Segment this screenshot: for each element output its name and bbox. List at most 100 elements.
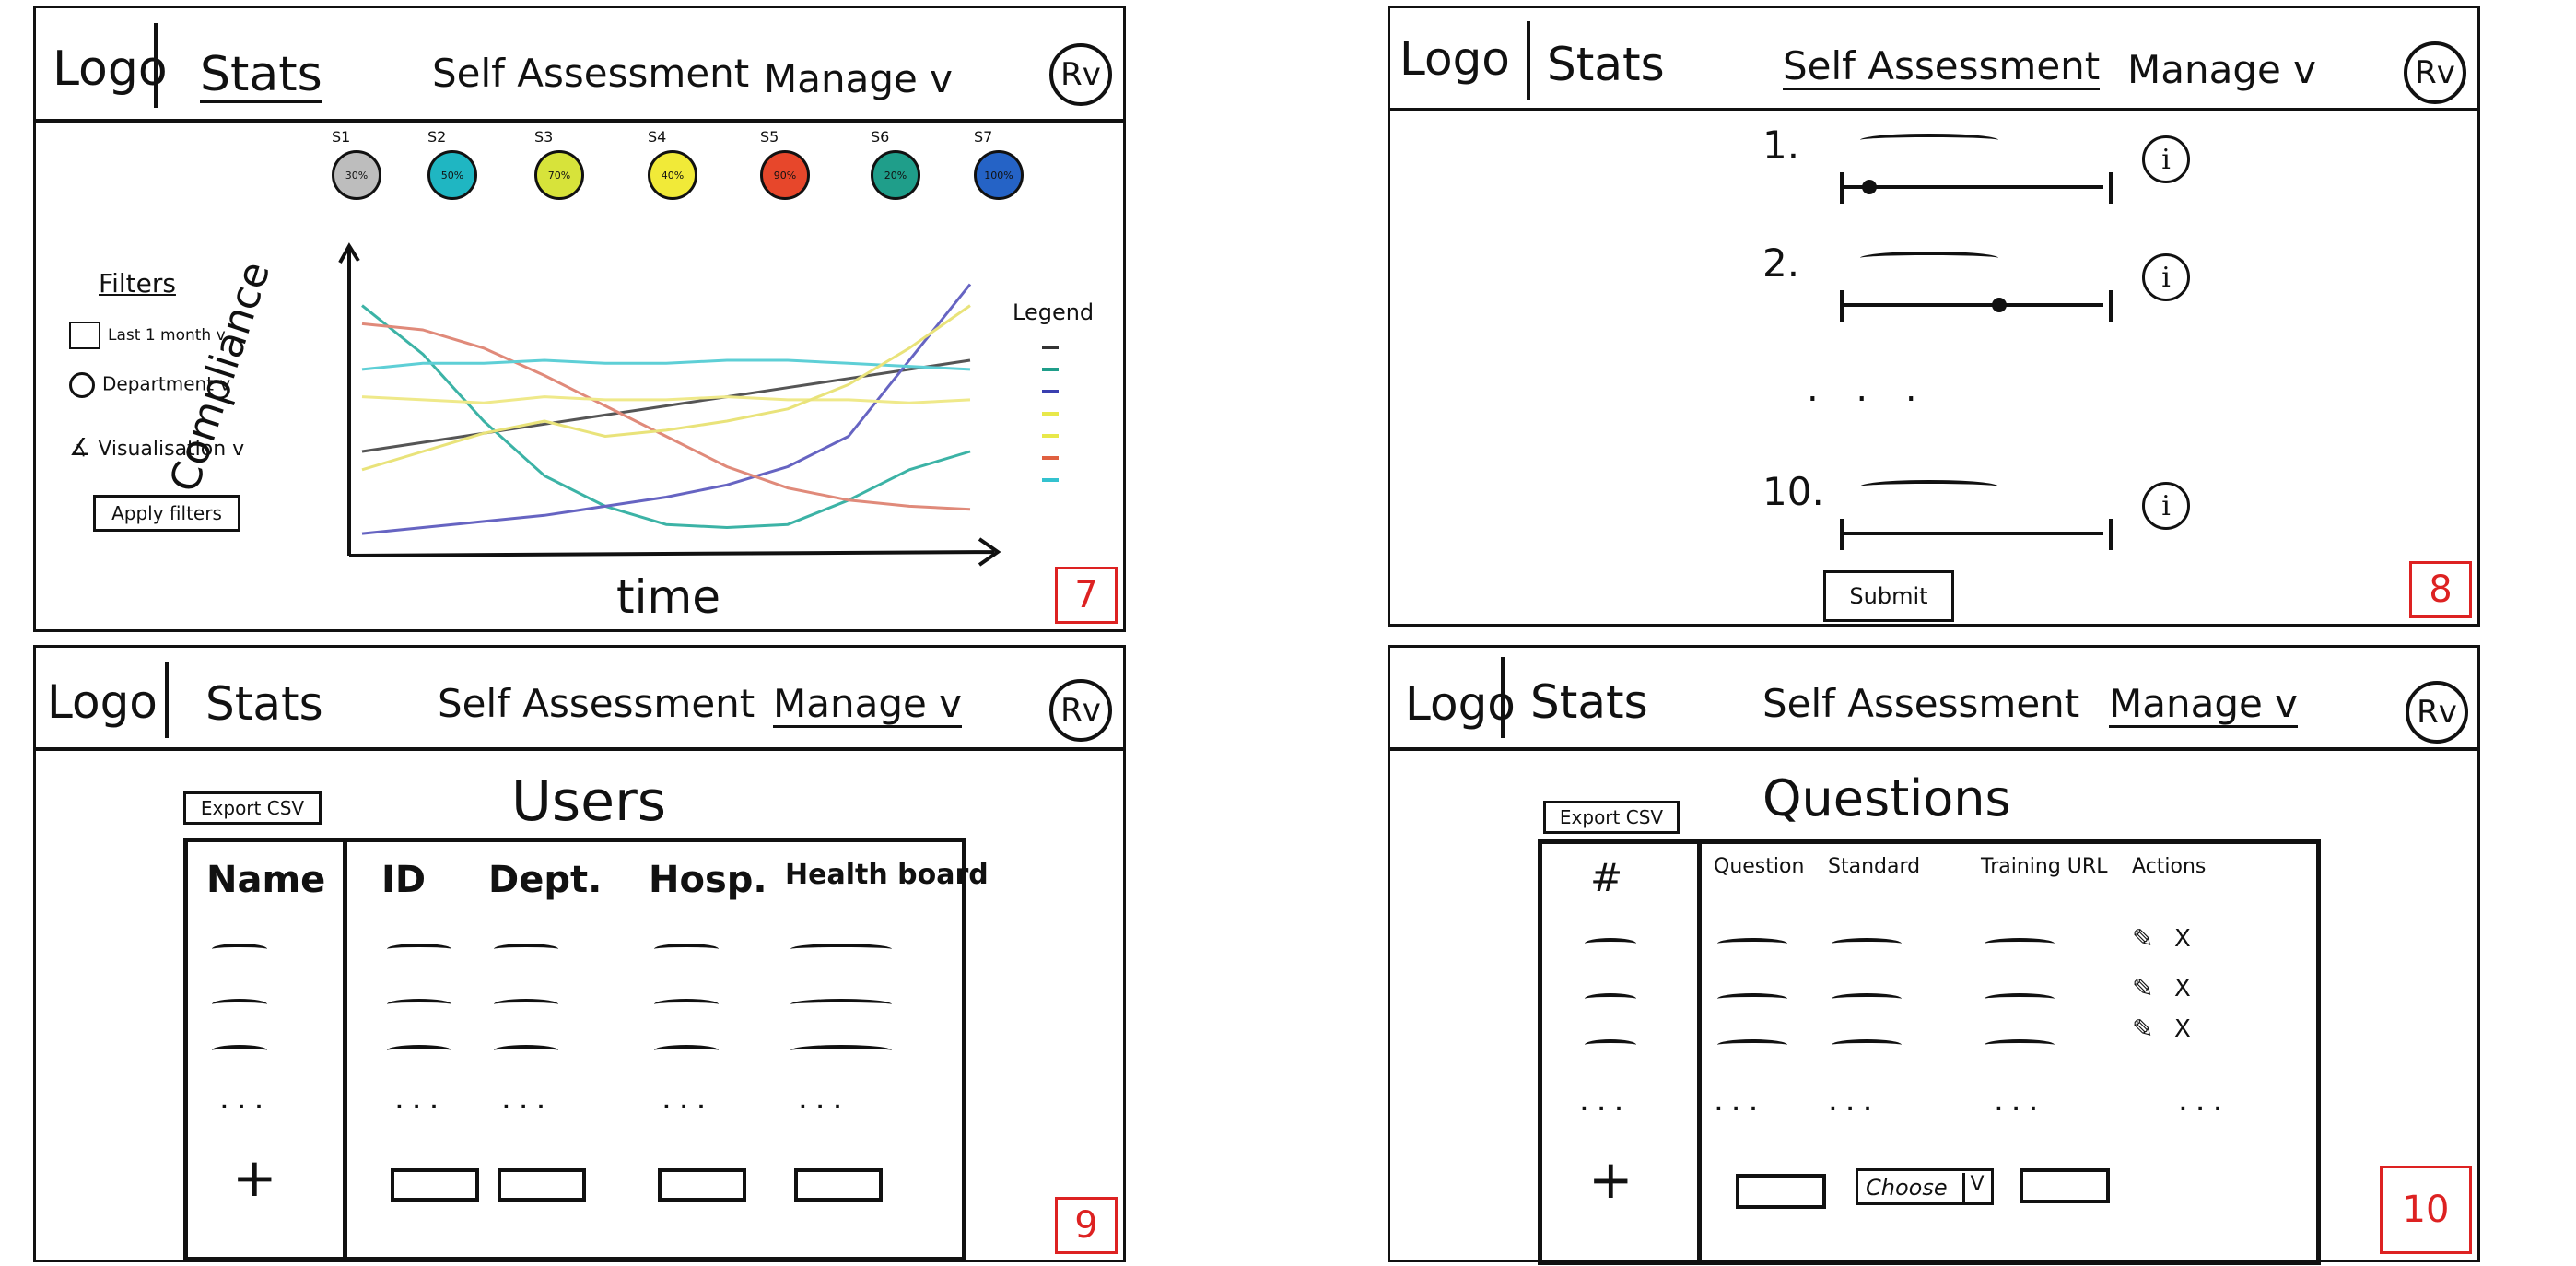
- ellipsis: ...: [1828, 1082, 1880, 1119]
- new-user-input[interactable]: [498, 1168, 586, 1202]
- legend-swatch: [1042, 434, 1059, 438]
- add-question-button[interactable]: +: [1588, 1148, 1633, 1211]
- series-line: [361, 395, 971, 404]
- panel-stats: Logo Stats Self Assessment Manage v Rv F…: [33, 6, 1126, 632]
- rating-slider[interactable]: [1834, 169, 2113, 205]
- stat-circle[interactable]: S5 90%: [756, 128, 812, 211]
- slider-max-tick: [2109, 290, 2113, 322]
- edit-icon[interactable]: ✎: [2132, 973, 2154, 1003]
- column-header: Name: [206, 859, 326, 901]
- nav-stats[interactable]: Stats: [205, 677, 323, 731]
- logo: Logo: [47, 675, 158, 729]
- visualisation-filter-label: Visualisation v: [98, 438, 245, 461]
- user-avatar-button[interactable]: Rv: [1049, 43, 1112, 106]
- add-user-button[interactable]: +: [232, 1146, 277, 1209]
- cell-placeholder: [790, 999, 892, 1010]
- export-csv-button[interactable]: Export CSV: [183, 791, 322, 825]
- series-line: [361, 304, 971, 529]
- apply-filters-button[interactable]: Apply filters: [93, 495, 240, 532]
- ellipsis: ...: [1994, 1082, 2046, 1119]
- filters-title: Filters: [99, 268, 176, 299]
- new-user-input[interactable]: [658, 1168, 746, 1202]
- visualisation-filter[interactable]: ∡ Visualisation v: [69, 434, 244, 462]
- nav-manage[interactable]: Manage v: [764, 56, 954, 101]
- x-axis-label: time: [616, 570, 720, 624]
- user-avatar-button[interactable]: Rv: [1049, 679, 1112, 742]
- column-divider: [343, 842, 347, 1257]
- nav-stats[interactable]: Stats: [1547, 38, 1665, 91]
- nav-manage[interactable]: Manage v: [2109, 681, 2299, 728]
- nav-stats[interactable]: Stats: [200, 47, 322, 103]
- stat-circle-value: 70%: [534, 150, 584, 200]
- table-row-more: ...............: [188, 1080, 962, 1117]
- stat-circle[interactable]: S3 70%: [531, 128, 586, 211]
- legend-swatch: [1042, 346, 1059, 349]
- slider-handle[interactable]: [1992, 298, 2008, 312]
- delete-icon[interactable]: X: [2174, 975, 2191, 1002]
- ellipsis: ...: [219, 1080, 272, 1117]
- slider-min-tick: [1840, 519, 1844, 550]
- new-user-input[interactable]: [391, 1168, 479, 1202]
- cell-placeholder: [1832, 938, 1902, 949]
- info-icon[interactable]: i: [2142, 135, 2190, 183]
- new-user-input[interactable]: [794, 1168, 883, 1202]
- table-row: ✎ X: [1542, 923, 2316, 964]
- new-training-url-input[interactable]: [2020, 1168, 2110, 1203]
- export-csv-button[interactable]: Export CSV: [1543, 801, 1680, 834]
- stat-circle[interactable]: S7 100%: [970, 128, 1025, 211]
- user-avatar-button[interactable]: Rv: [2406, 681, 2468, 744]
- stat-circle[interactable]: S6 20%: [867, 128, 922, 211]
- question-number: 1.: [1762, 123, 1800, 168]
- nav-self-assessment[interactable]: Self Assessment: [1762, 681, 2080, 726]
- nav-self-assessment[interactable]: Self Assessment: [1783, 43, 2101, 90]
- ellipsis: ...: [1714, 1082, 1766, 1119]
- logo: Logo: [1399, 32, 1510, 86]
- nav-self-assessment[interactable]: Self Assessment: [438, 681, 755, 726]
- panel-users: Logo Stats Self Assessment Manage v Rv E…: [33, 645, 1126, 1262]
- new-question-input[interactable]: [1736, 1174, 1826, 1209]
- rating-slider[interactable]: [1834, 287, 2113, 323]
- users-table: Name ID Dept. Hosp. Health board............…: [183, 838, 989, 1261]
- slider-handle[interactable]: [1862, 180, 1878, 194]
- info-icon[interactable]: i: [2142, 482, 2190, 530]
- cell-placeholder: [1585, 1039, 1636, 1050]
- rating-slider[interactable]: [1834, 515, 2113, 552]
- cell-placeholder: [1832, 1039, 1902, 1050]
- nav-self-assessment[interactable]: Self Assessment: [432, 51, 750, 96]
- period-filter[interactable]: Last 1 month v: [69, 322, 226, 349]
- cell-placeholder: [387, 944, 451, 955]
- period-filter-label: Last 1 month v: [108, 326, 226, 345]
- stat-circle-label: S1: [332, 128, 351, 146]
- slider-track: [1844, 532, 2103, 535]
- delete-icon[interactable]: X: [2174, 925, 2191, 953]
- nav-manage[interactable]: Manage v: [2127, 47, 2317, 92]
- question-text-placeholder: [1860, 252, 1998, 264]
- edit-icon[interactable]: ✎: [2132, 923, 2154, 954]
- nav-manage[interactable]: Manage v: [773, 681, 963, 728]
- cell-placeholder: [494, 1045, 558, 1056]
- series-line: [361, 283, 972, 535]
- department-filter[interactable]: Department v: [69, 372, 230, 398]
- stat-circle[interactable]: S1 30%: [328, 128, 383, 211]
- stat-circle[interactable]: S2 50%: [424, 128, 479, 211]
- nav-bar: [36, 648, 1123, 751]
- slider-min-tick: [1840, 290, 1844, 322]
- user-avatar-button[interactable]: Rv: [2404, 41, 2466, 104]
- question-item: 1. i: [1390, 123, 2483, 224]
- column-header: Question: [1714, 855, 1805, 878]
- nav-stats[interactable]: Stats: [1530, 675, 1648, 729]
- stat-circle[interactable]: S4 40%: [644, 128, 699, 211]
- standard-select[interactable]: Choose V: [1856, 1168, 1994, 1205]
- info-icon[interactable]: i: [2142, 253, 2190, 301]
- series-line: [361, 322, 971, 511]
- cell-placeholder: [1585, 938, 1636, 949]
- page-number: 10: [2380, 1166, 2472, 1254]
- cell-placeholder: [387, 1045, 451, 1056]
- slider-track: [1844, 303, 2103, 307]
- slider-max-tick: [2109, 519, 2113, 550]
- cell-placeholder: [1985, 938, 2055, 949]
- submit-button[interactable]: Submit: [1823, 570, 1954, 622]
- edit-icon[interactable]: ✎: [2132, 1014, 2154, 1044]
- question-text-placeholder: [1860, 480, 1998, 493]
- delete-icon[interactable]: X: [2174, 1015, 2191, 1043]
